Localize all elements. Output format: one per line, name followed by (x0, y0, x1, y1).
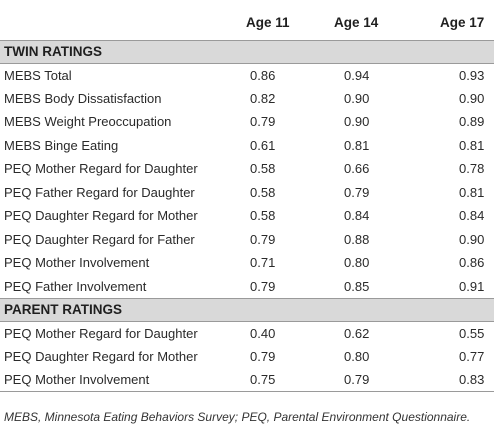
cell-age-14: 0.90 (344, 90, 370, 106)
header-age-17: Age 17 (402, 6, 494, 41)
data-table: Age 11 Age 14 Age 17 TWIN RATINGS MEBS T… (0, 6, 494, 392)
cell-age-11: 0.75 (222, 368, 310, 392)
header-label-column (0, 6, 222, 41)
header-row: Age 11 Age 14 Age 17 (0, 6, 494, 41)
cell-age-11: 0.79 (250, 114, 276, 130)
cell-age-14: 0.62 (344, 325, 370, 341)
table-row: MEBS Total 0.86 0.94 0.93 (0, 63, 494, 87)
row-label: MEBS Weight Preoccupation (4, 114, 172, 130)
cell-age-11: 0.58 (250, 208, 276, 224)
table-row: PEQ Daughter Regard for Father 0.79 0.88… (0, 228, 494, 252)
cell-age-14: 0.85 (344, 278, 370, 294)
table-row: PEQ Mother Regard for Daughter 0.40 0.62… (0, 321, 494, 345)
section-header-twin-ratings: TWIN RATINGS (0, 39, 494, 64)
row-label: PEQ Daughter Regard for Mother (4, 208, 198, 224)
cell-age-17: 0.90 (459, 231, 485, 247)
cell-age-17: 0.93 (459, 67, 485, 83)
table-row: PEQ Daughter Regard for Mother 0.79 0.80… (0, 345, 494, 369)
cell-age-11: 0.71 (250, 255, 276, 271)
header-age-14: Age 14 (310, 6, 402, 41)
table-row: MEBS Body Dissatisfaction 0.82 0.90 0.90 (0, 87, 494, 111)
cell-age-17: 0.89 (459, 114, 485, 130)
cell-age-17: 0.84 (459, 208, 485, 224)
cell-age-17: 0.78 (459, 161, 485, 177)
table-row: PEQ Father Regard for Daughter 0.58 0.79… (0, 181, 494, 205)
row-label: PEQ Mother Regard for Daughter (4, 161, 198, 177)
cell-age-11: 0.82 (250, 90, 276, 106)
row-label: PEQ Mother Involvement (0, 368, 222, 392)
cell-age-14: 0.79 (344, 184, 370, 200)
row-label: PEQ Daughter Regard for Mother (4, 348, 198, 364)
row-label: PEQ Mother Regard for Daughter (4, 325, 198, 341)
row-label: PEQ Mother Involvement (4, 255, 150, 271)
cell-age-14: 0.94 (344, 67, 370, 83)
cell-age-11: 0.86 (250, 67, 276, 83)
cell-age-14: 0.66 (344, 161, 370, 177)
cell-age-14: 0.80 (344, 348, 370, 364)
row-label: MEBS Total (4, 67, 72, 83)
cell-age-14: 0.90 (344, 114, 370, 130)
cell-age-11: 0.58 (250, 184, 276, 200)
cell-age-11: 0.79 (250, 348, 276, 364)
cell-age-17: 0.90 (459, 90, 485, 106)
cell-age-14: 0.81 (344, 137, 370, 153)
header-age-11: Age 11 (222, 6, 310, 41)
row-label: MEBS Binge Eating (4, 137, 119, 153)
table-footnote: MEBS, Minnesota Eating Behaviors Survey;… (4, 410, 471, 424)
cell-age-17: 0.86 (459, 255, 485, 271)
table-row: PEQ Mother Involvement 0.71 0.80 0.86 (0, 251, 494, 275)
section-header-parent-ratings: PARENT RATINGS (0, 297, 494, 322)
cell-age-17: 0.91 (459, 278, 485, 294)
row-label: MEBS Body Dissatisfaction (4, 90, 162, 106)
section-title: PARENT RATINGS (0, 297, 494, 322)
cell-age-17: 0.81 (459, 184, 485, 200)
section-title: TWIN RATINGS (0, 39, 494, 64)
row-label: PEQ Daughter Regard for Father (4, 231, 195, 247)
cell-age-17: 0.81 (459, 137, 485, 153)
table-row: PEQ Mother Involvement 0.75 0.79 0.83 (0, 368, 494, 392)
cell-age-14: 0.84 (344, 208, 370, 224)
cell-age-14: 0.79 (310, 368, 402, 392)
table-row: MEBS Binge Eating 0.61 0.81 0.81 (0, 134, 494, 158)
table-row: PEQ Daughter Regard for Mother 0.58 0.84… (0, 204, 494, 228)
cell-age-14: 0.80 (344, 255, 370, 271)
cell-age-17: 0.77 (459, 348, 485, 364)
cell-age-17: 0.83 (402, 368, 494, 392)
cell-age-11: 0.40 (250, 325, 276, 341)
cell-age-17: 0.55 (459, 325, 485, 341)
row-label: PEQ Father Involvement (4, 278, 147, 294)
row-label: PEQ Father Regard for Daughter (4, 184, 195, 200)
cell-age-14: 0.88 (344, 231, 370, 247)
cell-age-11: 0.79 (250, 278, 276, 294)
table-row: MEBS Weight Preoccupation 0.79 0.90 0.89 (0, 110, 494, 134)
cell-age-11: 0.61 (250, 137, 276, 153)
table-row: PEQ Mother Regard for Daughter 0.58 0.66… (0, 157, 494, 181)
cell-age-11: 0.79 (250, 231, 276, 247)
table-row: PEQ Father Involvement 0.79 0.85 0.91 (0, 275, 494, 299)
cell-age-11: 0.58 (250, 161, 276, 177)
